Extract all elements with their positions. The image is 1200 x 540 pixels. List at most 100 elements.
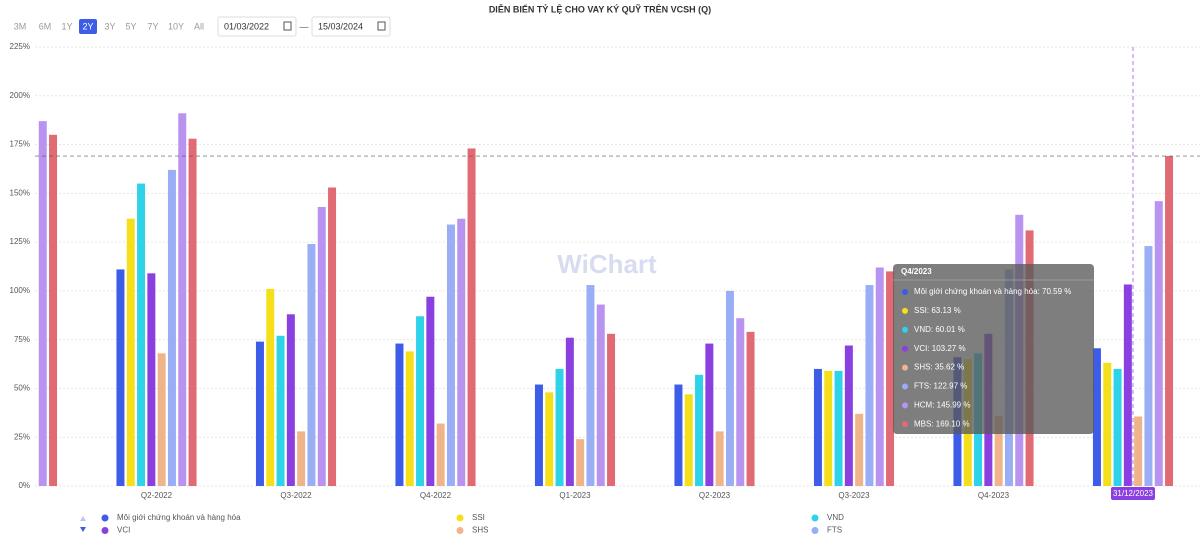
bar xyxy=(674,384,683,486)
x-tick-label: Q2-2023 xyxy=(699,491,731,500)
bar xyxy=(1113,368,1122,486)
x-tick-label: Q3-2022 xyxy=(280,491,312,500)
chart-title: DIỄN BIẾN TỶ LỆ CHO VAY KÝ QUỸ TRÊN VCSH… xyxy=(489,3,711,14)
bar xyxy=(49,134,58,487)
bar xyxy=(684,394,693,486)
calendar-icon xyxy=(283,21,292,31)
tooltip-dot xyxy=(902,421,908,428)
legend-label[interactable]: FTS xyxy=(827,526,842,535)
legend-swatch[interactable] xyxy=(101,514,109,522)
bar xyxy=(266,288,275,486)
bar xyxy=(426,296,435,486)
bar xyxy=(576,439,585,486)
range-button[interactable]: 5Y xyxy=(125,21,136,31)
range-button[interactable]: 3Y xyxy=(104,21,115,31)
bar xyxy=(824,370,833,486)
y-tick-label: 175% xyxy=(10,140,30,149)
y-tick-label: 50% xyxy=(14,384,30,393)
bar xyxy=(416,316,425,486)
tooltip-line: VND: 60.01 % xyxy=(914,325,965,334)
bar xyxy=(994,415,1003,486)
legend-label[interactable]: VND xyxy=(827,513,844,522)
watermark: WiChart xyxy=(557,249,657,279)
legend-label[interactable]: VCI xyxy=(117,526,130,535)
bar xyxy=(317,206,326,487)
legend-label[interactable]: SSI xyxy=(472,513,485,522)
date-input[interactable] xyxy=(217,16,297,37)
bar xyxy=(813,368,822,486)
legend-page-down[interactable] xyxy=(80,527,86,532)
tooltip-dot xyxy=(902,402,908,409)
range-button[interactable]: 6M xyxy=(39,21,52,31)
range-button[interactable]: 1Y xyxy=(61,21,72,31)
range-button-bg xyxy=(79,19,97,34)
y-tick-label: 225% xyxy=(10,42,30,51)
bar xyxy=(307,244,316,486)
bar xyxy=(1144,246,1153,486)
tooltip-dot xyxy=(902,383,908,390)
tooltip-line: FTS: 122.97 % xyxy=(914,382,967,391)
tooltip-dot xyxy=(902,326,908,333)
legend-page-up[interactable] xyxy=(80,516,86,521)
bar xyxy=(545,392,554,486)
date-input[interactable] xyxy=(311,16,391,37)
legend-swatch[interactable] xyxy=(456,514,464,522)
date-separator: — xyxy=(300,21,309,31)
crosshair-label: 31/12/2023 xyxy=(1113,489,1154,498)
bar xyxy=(715,431,724,486)
tooltip-line: Môi giới chứng khoán và hàng hóa: 70.59 … xyxy=(914,287,1071,296)
range-button[interactable]: 3M xyxy=(14,21,27,31)
bar xyxy=(395,343,404,486)
legend-swatch[interactable] xyxy=(101,527,109,534)
bar xyxy=(286,314,295,486)
range-button[interactable]: 2Y xyxy=(82,21,93,31)
bar xyxy=(855,413,864,486)
bar xyxy=(446,224,455,486)
bar xyxy=(607,333,616,486)
range-button[interactable]: 10Y xyxy=(168,21,184,31)
bar xyxy=(1134,416,1143,486)
tooltip-line: HCM: 145.99 % xyxy=(914,401,970,410)
legend-label[interactable]: Môi giới chứng khoán và hàng hóa xyxy=(117,513,241,522)
x-tick-label: Q4-2022 xyxy=(420,491,452,500)
bar xyxy=(865,285,874,486)
bar xyxy=(555,368,564,486)
y-tick-label: 25% xyxy=(14,432,30,441)
bar xyxy=(167,169,176,487)
tooltip-line: SSI: 63.13 % xyxy=(914,306,961,315)
bar xyxy=(38,121,47,487)
legend-swatch[interactable] xyxy=(811,514,819,522)
bar xyxy=(1123,284,1132,486)
x-tick-label: Q4-2023 xyxy=(978,491,1010,500)
crosshair-label-bg xyxy=(1111,487,1155,500)
bar xyxy=(328,187,337,487)
bar xyxy=(126,218,135,486)
legend-swatch[interactable] xyxy=(811,527,819,534)
bar xyxy=(137,183,146,487)
range-button[interactable]: 7Y xyxy=(147,21,158,31)
bar xyxy=(255,341,264,486)
bar xyxy=(157,353,166,486)
bar xyxy=(1103,362,1112,486)
bar xyxy=(886,271,895,486)
bar xyxy=(147,273,156,486)
y-tick-label: 75% xyxy=(14,335,30,344)
tooltip-line: MBS: 169.10 % xyxy=(914,419,970,428)
bar xyxy=(1154,201,1163,486)
bar xyxy=(534,384,543,486)
tooltip-title: Q4/2023 xyxy=(901,267,932,276)
bar xyxy=(746,331,755,486)
bar xyxy=(844,345,853,486)
bar xyxy=(725,290,734,486)
y-tick-label: 100% xyxy=(10,286,30,295)
range-button[interactable]: All xyxy=(194,21,204,31)
legend-label[interactable]: SHS xyxy=(472,526,488,535)
bar xyxy=(1165,156,1174,486)
bar xyxy=(834,370,843,486)
legend-swatch[interactable] xyxy=(456,527,464,534)
date-value: 01/03/2022 xyxy=(224,21,269,31)
tooltip-dot xyxy=(902,345,908,352)
bar xyxy=(875,267,884,486)
date-value: 15/03/2024 xyxy=(318,21,363,31)
